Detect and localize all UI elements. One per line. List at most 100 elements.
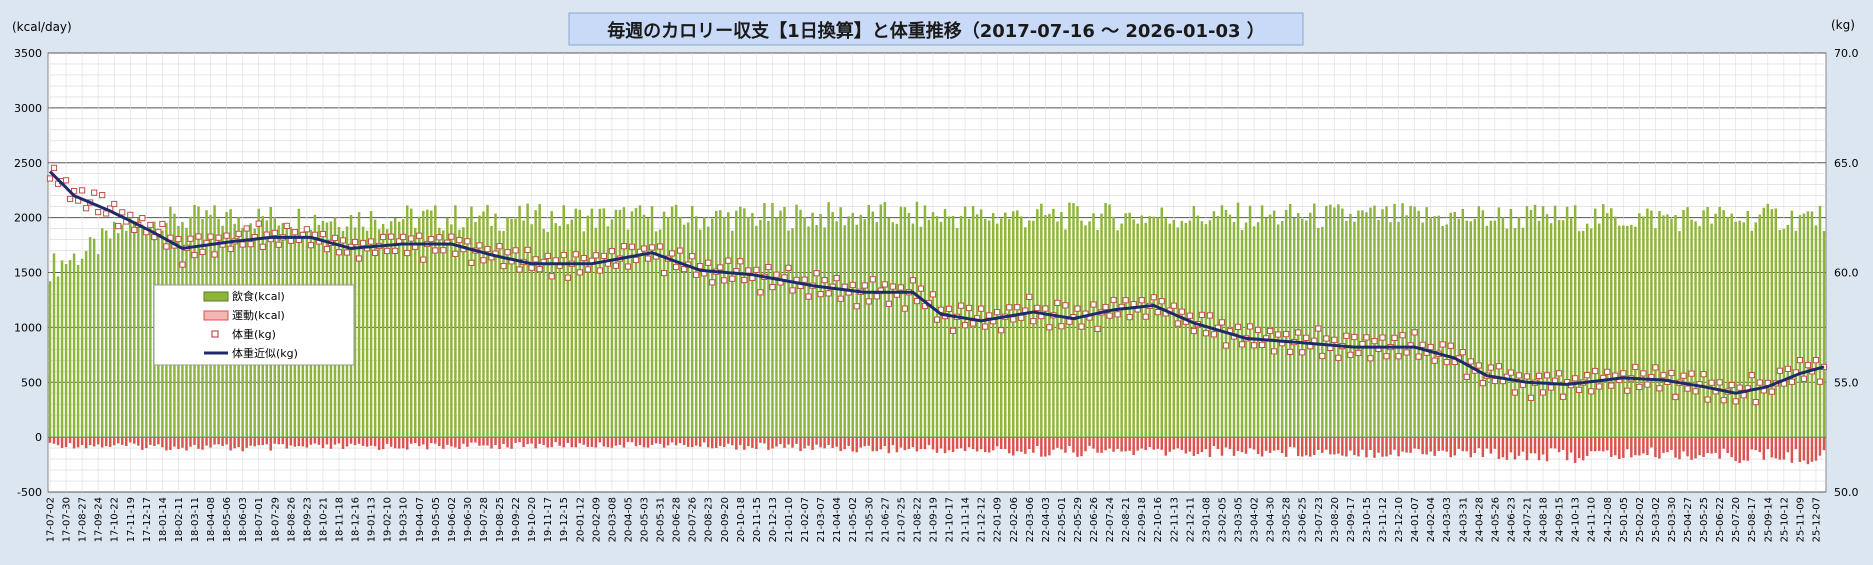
x-tick-label: 18-09-23 <box>302 497 313 542</box>
exercise-bar <box>197 437 200 449</box>
weight-marker <box>1523 373 1531 380</box>
intake-bar <box>1754 222 1758 438</box>
weight-marker <box>291 229 298 236</box>
weight-marker <box>404 249 411 257</box>
intake-bar <box>1188 220 1192 438</box>
weight-marker <box>1680 372 1687 379</box>
x-tick-label: 22-07-24 <box>1105 497 1116 542</box>
weight-marker <box>869 276 876 283</box>
exercise-bar <box>165 437 168 451</box>
intake-bar <box>674 204 678 438</box>
weight-marker <box>572 251 579 258</box>
legend-exercise-swatch <box>203 310 229 321</box>
intake-bar <box>1662 215 1665 438</box>
exercise-bar <box>422 437 425 445</box>
intake-bar <box>1429 218 1432 438</box>
weight-marker <box>1287 348 1294 355</box>
exercise-bar <box>369 437 373 446</box>
exercise-bar <box>189 437 192 447</box>
exercise-bar <box>1361 437 1364 450</box>
weight-marker <box>452 250 459 257</box>
intake-bar <box>747 216 750 438</box>
intake-bar <box>694 216 698 438</box>
weight-marker <box>496 243 503 250</box>
exercise-bar <box>654 437 658 444</box>
intake-bar <box>1401 203 1404 438</box>
exercise-bar <box>157 437 160 445</box>
exercise-bar <box>1329 437 1332 455</box>
intake-bar <box>1108 204 1111 438</box>
exercise-bar <box>606 437 610 448</box>
x-tick-label: 18-02-11 <box>174 497 185 542</box>
weight-marker <box>1154 309 1161 316</box>
weight-marker <box>697 263 704 270</box>
exercise-bar <box>1790 437 1794 463</box>
intake-bar <box>1337 204 1340 438</box>
exercise-bar <box>1272 437 1276 451</box>
intake-bar <box>96 254 100 438</box>
weight-marker <box>978 305 985 312</box>
weight-marker <box>1391 334 1398 341</box>
intake-bar <box>1453 211 1456 438</box>
intake-bar <box>1136 223 1139 438</box>
intake-bar <box>510 218 513 438</box>
weight-marker <box>966 304 973 312</box>
intake-bar <box>385 229 389 438</box>
intake-bar <box>1537 220 1541 438</box>
intake-bar <box>1505 228 1509 438</box>
intake-bar <box>1549 223 1553 438</box>
exercise-bar <box>205 437 208 446</box>
x-tick-label: 22-11-13 <box>1169 497 1180 542</box>
weight-marker <box>271 229 278 237</box>
exercise-bar <box>554 437 557 443</box>
exercise-bar <box>1284 437 1288 457</box>
x-tick-label: 18-07-01 <box>254 497 265 542</box>
exercise-bar <box>1577 437 1581 458</box>
weight-marker <box>1788 378 1795 385</box>
intake-bar <box>409 208 413 438</box>
intake-bar <box>1040 203 1043 438</box>
weight-marker <box>745 267 752 274</box>
exercise-bar <box>261 437 264 446</box>
x-tick-label: 19-01-13 <box>367 497 378 542</box>
exercise-bar <box>1321 437 1324 453</box>
x-tick-label: 20-02-09 <box>591 497 602 542</box>
intake-bar <box>867 204 871 438</box>
intake-bar <box>947 216 951 438</box>
exercise-bar <box>530 437 533 444</box>
weight-marker <box>1399 332 1406 339</box>
exercise-bar <box>1288 437 1292 447</box>
weight-marker <box>1030 318 1037 325</box>
exercise-bar <box>1096 437 1099 453</box>
exercise-bar <box>1513 437 1517 460</box>
legend-trend-label: 体重近似(kg) <box>232 346 298 360</box>
exercise-bar <box>791 437 794 448</box>
weight-marker <box>440 247 447 254</box>
exercise-bar <box>381 437 385 450</box>
exercise-bar <box>827 437 830 445</box>
exercise-bar <box>855 437 858 453</box>
weight-marker <box>163 243 170 250</box>
intake-bar <box>1642 216 1645 438</box>
x-tick-label: 25-09-14 <box>1763 497 1774 542</box>
weight-marker <box>1487 364 1494 371</box>
weight-marker <box>187 235 194 242</box>
intake-bar <box>1056 221 1059 438</box>
exercise-bar <box>1786 437 1790 453</box>
x-tick-label: 17-07-02 <box>46 497 57 542</box>
exercise-bar <box>221 437 224 446</box>
weight-marker <box>773 271 780 278</box>
x-tick-label: 23-06-25 <box>1298 497 1309 542</box>
intake-bar <box>454 205 457 438</box>
intake-bar <box>1806 211 1810 438</box>
exercise-bar <box>1421 437 1424 455</box>
exercise-bar <box>1710 437 1713 454</box>
intake-bar <box>1200 221 1204 438</box>
weight-marker <box>612 262 620 269</box>
exercise-bar <box>80 437 84 445</box>
exercise-bar <box>1192 437 1196 456</box>
intake-bar <box>1036 209 1039 438</box>
exercise-bar <box>983 437 987 453</box>
exercise-bar <box>666 437 670 446</box>
exercise-bar <box>393 437 397 449</box>
